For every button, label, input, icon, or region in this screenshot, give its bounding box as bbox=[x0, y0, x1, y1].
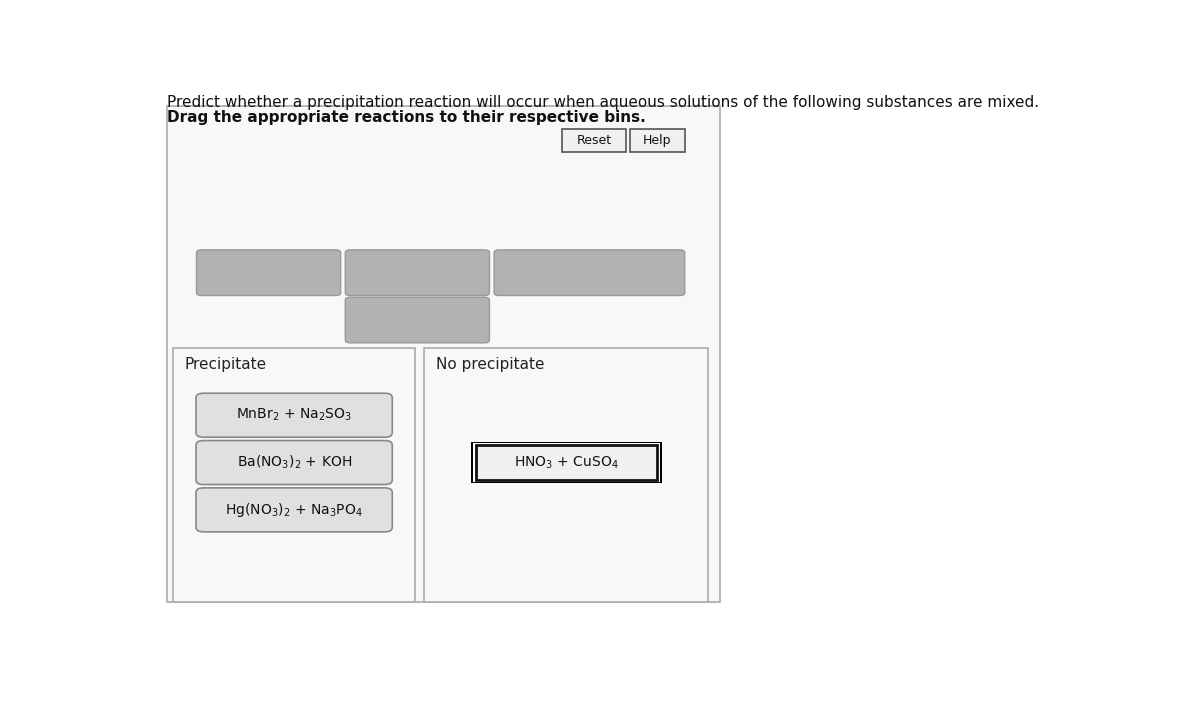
FancyBboxPatch shape bbox=[562, 129, 626, 152]
FancyBboxPatch shape bbox=[197, 250, 341, 296]
Text: Predict whether a precipitation reaction will occur when aqueous solutions of th: Predict whether a precipitation reaction… bbox=[167, 95, 1039, 110]
FancyBboxPatch shape bbox=[167, 106, 720, 602]
FancyBboxPatch shape bbox=[346, 250, 490, 296]
FancyBboxPatch shape bbox=[473, 442, 660, 482]
FancyBboxPatch shape bbox=[476, 445, 658, 480]
FancyBboxPatch shape bbox=[196, 440, 392, 484]
Text: Drag the appropriate reactions to their respective bins.: Drag the appropriate reactions to their … bbox=[167, 110, 646, 125]
Text: Precipitate: Precipitate bbox=[185, 356, 266, 372]
Text: MnBr$_2$ + Na$_2$SO$_3$: MnBr$_2$ + Na$_2$SO$_3$ bbox=[236, 407, 352, 424]
Text: HNO$_3$ + CuSO$_4$: HNO$_3$ + CuSO$_4$ bbox=[515, 454, 619, 471]
FancyBboxPatch shape bbox=[173, 348, 415, 602]
FancyBboxPatch shape bbox=[494, 250, 685, 296]
FancyBboxPatch shape bbox=[346, 297, 490, 343]
Text: Help: Help bbox=[643, 134, 672, 147]
Text: Ba(NO$_3$)$_2$ + KOH: Ba(NO$_3$)$_2$ + KOH bbox=[236, 454, 352, 471]
Text: No precipitate: No precipitate bbox=[436, 356, 544, 372]
Text: Hg(NO$_3$)$_2$ + Na$_3$PO$_4$: Hg(NO$_3$)$_2$ + Na$_3$PO$_4$ bbox=[226, 501, 364, 519]
Text: Reset: Reset bbox=[576, 134, 612, 147]
FancyBboxPatch shape bbox=[196, 488, 392, 532]
FancyBboxPatch shape bbox=[425, 348, 708, 602]
FancyBboxPatch shape bbox=[630, 129, 685, 152]
FancyBboxPatch shape bbox=[196, 393, 392, 437]
FancyBboxPatch shape bbox=[472, 442, 662, 484]
